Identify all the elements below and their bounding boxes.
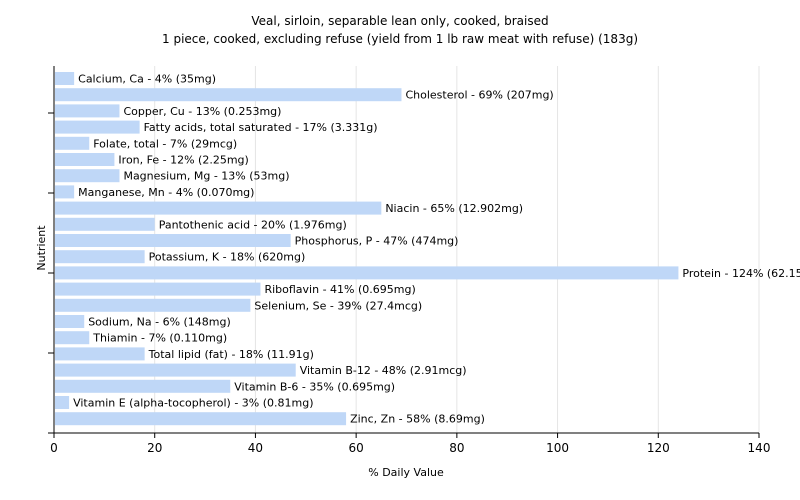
y-axis-title: Nutrient bbox=[35, 225, 48, 271]
chart-title: Veal, sirloin, separable lean only, cook… bbox=[251, 14, 548, 28]
bar-8 bbox=[55, 201, 382, 215]
x-tick-label-3: 60 bbox=[349, 441, 364, 455]
bar-12 bbox=[55, 266, 679, 280]
bar-11 bbox=[55, 250, 145, 264]
bar-20 bbox=[55, 396, 70, 409]
bar-label-14: Selenium, Se - 39% (27.4mcg) bbox=[254, 299, 422, 312]
bar-13 bbox=[55, 282, 261, 296]
bar-16 bbox=[55, 331, 90, 345]
chart-subtitle: 1 piece, cooked, excluding refuse (yield… bbox=[162, 32, 638, 46]
bar-4 bbox=[55, 136, 90, 150]
bar-label-12: Protein - 124% (62.15g) bbox=[682, 267, 800, 280]
bar-label-19: Vitamin B-6 - 35% (0.695mg) bbox=[234, 380, 395, 393]
bar-label-3: Fatty acids, total saturated - 17% (3.33… bbox=[144, 121, 378, 134]
axes-group: 0 20 40 60 80 100 120 140 bbox=[48, 66, 770, 455]
x-tick-label-6: 120 bbox=[647, 441, 670, 455]
bar-label-15: Sodium, Na - 6% (148mg) bbox=[88, 316, 231, 329]
bar-label-10: Phosphorus, P - 47% (474mg) bbox=[295, 235, 459, 248]
bar-10 bbox=[55, 234, 291, 247]
x-axis-title: % Daily Value bbox=[368, 466, 444, 479]
x-tick-label-2: 40 bbox=[248, 441, 263, 455]
bar-label-17: Total lipid (fat) - 18% (11.91g) bbox=[148, 348, 314, 361]
bar-21 bbox=[55, 412, 347, 426]
bar-label-20: Vitamin E (alpha-tocopherol) - 3% (0.81m… bbox=[73, 397, 313, 410]
bar-label-4: Folate, total - 7% (29mcg) bbox=[93, 137, 237, 150]
bar-7 bbox=[55, 185, 75, 199]
bar-label-5: Iron, Fe - 12% (2.25mg) bbox=[118, 154, 248, 167]
bar-5 bbox=[55, 153, 115, 166]
bar-3 bbox=[55, 120, 140, 134]
bar-14 bbox=[55, 298, 251, 312]
x-tick-label-4: 80 bbox=[449, 441, 464, 455]
bar-17 bbox=[55, 347, 145, 361]
bar-1 bbox=[55, 88, 402, 102]
bar-18 bbox=[55, 363, 296, 377]
bar-label-7: Manganese, Mn - 4% (0.070mg) bbox=[78, 186, 254, 199]
bar-label-16: Thiamin - 7% (0.110mg) bbox=[92, 332, 227, 345]
x-tick-label-7: 140 bbox=[748, 441, 771, 455]
bar-label-0: Calcium, Ca - 4% (35mg) bbox=[78, 73, 216, 86]
bar-label-11: Potassium, K - 18% (620mg) bbox=[149, 251, 306, 264]
bar-9 bbox=[55, 217, 155, 231]
bar-label-8: Niacin - 65% (12.902mg) bbox=[385, 202, 523, 215]
bar-label-13: Riboflavin - 41% (0.695mg) bbox=[264, 283, 415, 296]
gridlines bbox=[53, 66, 760, 433]
bar-15 bbox=[55, 315, 85, 328]
x-tick-label-0: 0 bbox=[50, 441, 58, 455]
x-tick-label-1: 20 bbox=[147, 441, 162, 455]
bar-label-6: Magnesium, Mg - 13% (53mg) bbox=[123, 170, 289, 183]
bar-6 bbox=[55, 169, 120, 183]
bar-label-9: Pantothenic acid - 20% (1.976mg) bbox=[159, 218, 347, 231]
bar-2 bbox=[55, 104, 120, 118]
bar-label-21: Zinc, Zn - 58% (8.69mg) bbox=[350, 413, 485, 426]
bar-19 bbox=[55, 379, 231, 393]
x-tick-label-5: 100 bbox=[546, 441, 569, 455]
bar-0 bbox=[55, 72, 75, 85]
bar-label-1: Cholesterol - 69% (207mg) bbox=[405, 89, 553, 102]
bar-label-18: Vitamin B-12 - 48% (2.91mcg) bbox=[300, 364, 467, 377]
bar-label-2: Copper, Cu - 13% (0.253mg) bbox=[123, 105, 281, 118]
bars-group: Calcium, Ca - 4% (35mg) Cholesterol - 69%… bbox=[55, 72, 800, 426]
